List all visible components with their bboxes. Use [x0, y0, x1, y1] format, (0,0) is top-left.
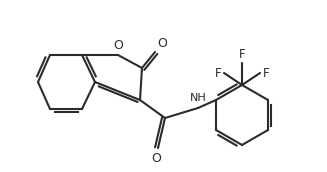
Text: O: O — [157, 37, 167, 50]
Text: F: F — [215, 67, 221, 79]
Text: O: O — [151, 152, 161, 165]
Text: NH: NH — [190, 93, 206, 103]
Text: O: O — [113, 39, 123, 52]
Text: F: F — [263, 67, 270, 79]
Text: F: F — [239, 48, 245, 61]
